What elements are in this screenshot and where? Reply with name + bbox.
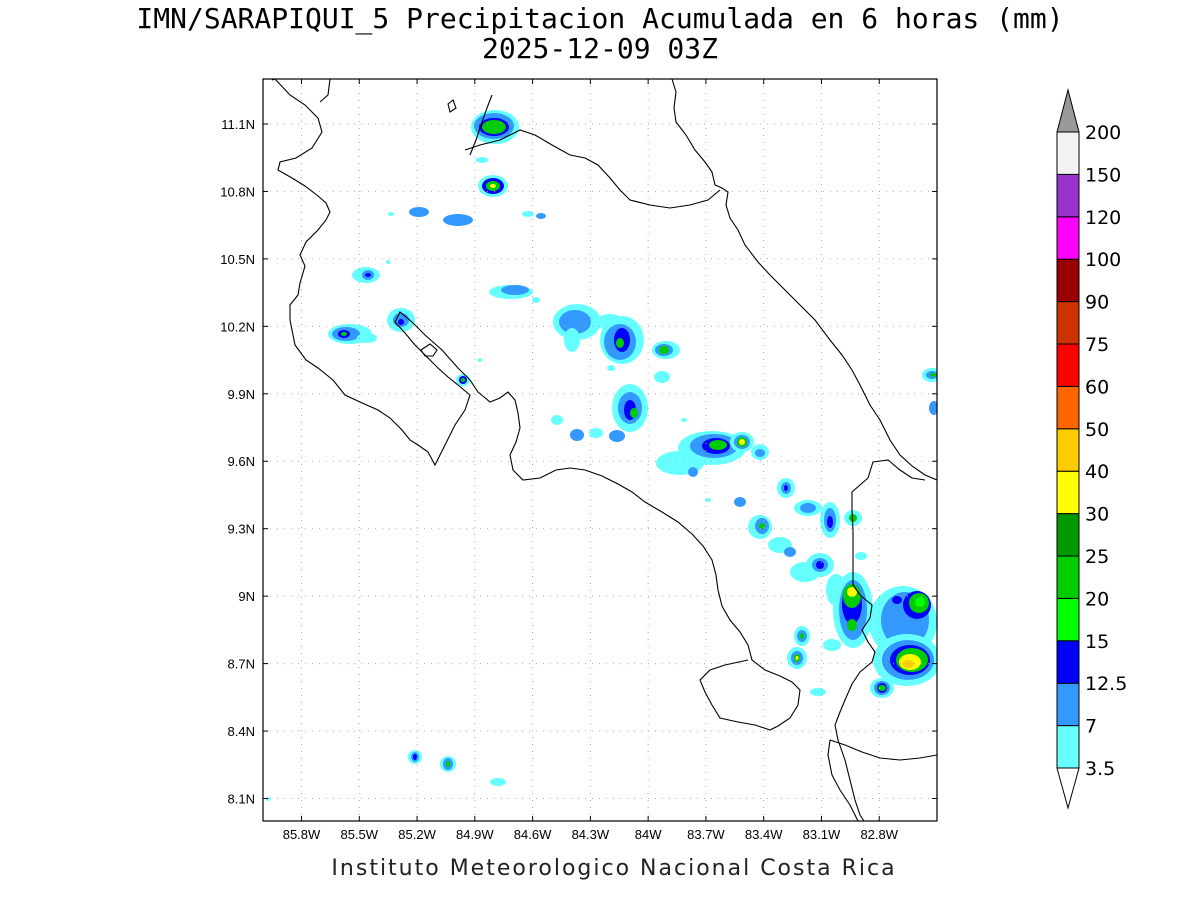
colorbar-segment — [1056, 597, 1080, 642]
lon-tick-label: 85.8W — [283, 827, 321, 842]
lon-tick-label: 85.2W — [398, 827, 436, 842]
footer-credit: Instituto Meteorologico Nacional Costa R… — [331, 856, 897, 881]
colorbar-segment — [1056, 513, 1080, 557]
lon-tick-label: 84.9W — [456, 827, 494, 842]
lon-tick-label: 83.1W — [803, 827, 841, 842]
coastline — [271, 79, 937, 821]
colorbar-segment — [1056, 385, 1080, 430]
colorbar-segment — [1056, 131, 1080, 175]
lat-tick-label: 9.3N — [228, 522, 255, 537]
lon-tick-label: 84.6W — [514, 827, 552, 842]
colorbar-segment — [1056, 258, 1080, 303]
colorbar-over-triangle — [1056, 88, 1080, 133]
colorbar-label: 75 — [1085, 334, 1109, 356]
colorbar-label: 90 — [1085, 292, 1109, 314]
lat-tick-label: 8.1N — [228, 792, 255, 807]
colorbar-segment — [1056, 555, 1080, 599]
plot-frame — [262, 78, 938, 822]
lat-tick-label: 8.7N — [228, 657, 255, 672]
lat-tick-label: 10.2N — [220, 319, 255, 334]
colorbar-segment — [1056, 301, 1080, 345]
colorbar-under-triangle — [1056, 767, 1080, 810]
colorbar-label: 3.5 — [1085, 758, 1115, 780]
colorbar-segment — [1056, 428, 1080, 472]
lat-tick-label: 9.9N — [228, 387, 255, 402]
colorbar-label: 15 — [1085, 631, 1109, 653]
colorbar-label: 100 — [1085, 249, 1121, 271]
lon-tick-label: 84W — [635, 827, 662, 842]
axis-ticks: 85.8W 85.5W 85.2W 84.9W 84.6W 84.3W 84W 83.7W 83… — [220, 79, 937, 842]
lat-tick-label: 10.8N — [220, 184, 255, 199]
colorbar-segment — [1056, 682, 1080, 727]
colorbar: 3.5 7 12.5 15 20 25 30 40 50 60 75 90 100 120 150 200 — [1056, 88, 1127, 810]
colorbar-segment — [1056, 470, 1080, 515]
colorbar-segment — [1056, 343, 1080, 387]
colorbar-label: 20 — [1085, 588, 1109, 610]
lat-tick-label: 9.6N — [228, 454, 255, 469]
lat-tick-label: 8.4N — [228, 724, 255, 739]
colorbar-label: 25 — [1085, 546, 1109, 568]
lon-tick-label: 82.8W — [860, 827, 898, 842]
lon-tick-label: 83.7W — [687, 827, 725, 842]
colorbar-label: 50 — [1085, 419, 1109, 441]
colorbar-label: 30 — [1085, 504, 1109, 526]
map-datetime: 2025-12-09 03Z — [481, 32, 718, 65]
colorbar-label: 120 — [1085, 207, 1121, 229]
lat-tick-label: 9N — [238, 589, 255, 604]
colorbar-segment — [1056, 216, 1080, 260]
colorbar-label: 200 — [1085, 122, 1121, 144]
colorbar-segment — [1056, 725, 1080, 769]
colorbar-label: 150 — [1085, 164, 1121, 186]
colorbar-label: 40 — [1085, 461, 1109, 483]
colorbar-label: 7 — [1085, 716, 1097, 738]
colorbar-label: 60 — [1085, 376, 1109, 398]
lon-tick-label: 84.3W — [572, 827, 610, 842]
colorbar-label: 12.5 — [1085, 673, 1127, 695]
colorbar-segment — [1056, 173, 1080, 218]
map-title: IMN/SARAPIQUI_5 Precipitacion Acumulada … — [136, 2, 1064, 35]
colorbar-segment — [1056, 640, 1080, 684]
lat-tick-label: 10.5N — [220, 252, 255, 267]
lon-tick-label: 85.5W — [340, 827, 378, 842]
graticule — [263, 79, 937, 821]
lat-tick-label: 11.1N — [221, 117, 255, 132]
lon-tick-label: 83.4W — [745, 827, 783, 842]
precipitation-field — [266, 110, 937, 801]
